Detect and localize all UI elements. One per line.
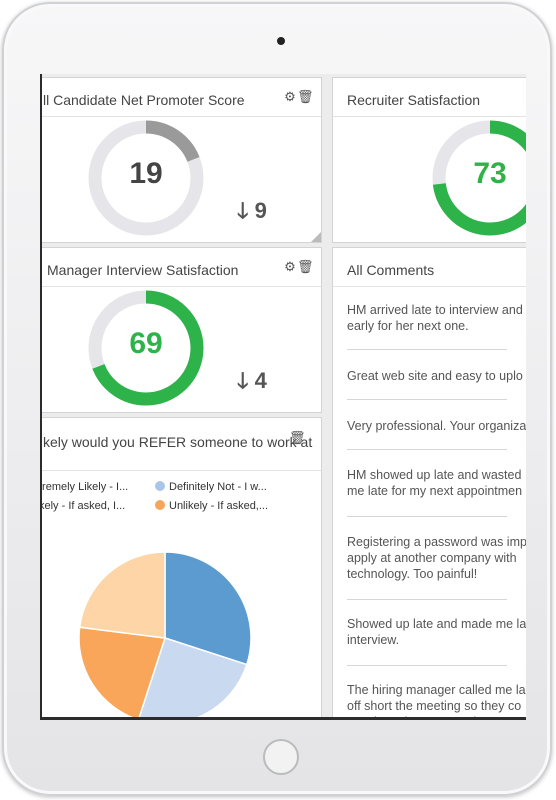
resize-handle[interactable] (311, 232, 321, 242)
hm-value: 69 (129, 327, 163, 360)
nps-delta-value: 9 (254, 198, 267, 223)
pie-slice-3[interactable] (78, 551, 166, 639)
divider (347, 349, 507, 350)
hm-card-tools: ⚙🗑 (283, 259, 314, 275)
nps-card-header: ll Candidate Net Promoter Score ⚙🗑 (42, 78, 321, 117)
refer-card-title: kely would you REFER someone to work at (43, 434, 313, 450)
recruiter-value: 73 (473, 157, 507, 190)
comment-item: Great web site and easy to uplo (347, 369, 523, 383)
divider (347, 399, 507, 400)
legend-label: Definitely Not - I w... (169, 481, 267, 493)
nps-gauge: 19 (87, 119, 205, 237)
comment-item: HM showed up late and wasted me late for… (347, 468, 523, 498)
dashboard-screen: ll Candidate Net Promoter Score ⚙🗑 19 🡓 … (40, 74, 526, 720)
nps-delta: 🡓 9 (237, 194, 267, 232)
recruiter-card-title: Recruiter Satisfaction (347, 92, 481, 108)
divider (347, 665, 507, 666)
hm-delta-value: 4 (254, 368, 267, 393)
comments-card-header: All Comments (333, 248, 526, 287)
hm-card-title: Manager Interview Satisfaction (47, 262, 239, 278)
nps-card-tools: ⚙🗑 (283, 89, 314, 105)
refer-card-header: kely would you REFER someone to work at … (42, 418, 321, 471)
comments-card-title: All Comments (347, 262, 435, 278)
comment-item: Registering a password was imp apply at … (347, 535, 526, 581)
comment-item: HM arrived late to interview and early f… (347, 303, 523, 333)
legend-swatch (155, 481, 165, 491)
recruiter-card: Recruiter Satisfaction 73 (332, 77, 526, 243)
recruiter-gauge: 73 (431, 119, 526, 237)
nps-card: ll Candidate Net Promoter Score ⚙🗑 19 🡓 … (42, 77, 322, 243)
divider (347, 599, 507, 600)
legend-item: kely - If asked, I... (40, 500, 126, 512)
divider (347, 516, 507, 517)
camera (277, 37, 285, 45)
recruiter-card-header: Recruiter Satisfaction (333, 78, 526, 117)
trash-icon[interactable]: 🗑 (297, 259, 314, 274)
nps-card-title: ll Candidate Net Promoter Score (43, 92, 245, 108)
gear-icon[interactable]: ⚙ (284, 89, 296, 104)
arrow-down-icon: 🡓 (237, 368, 249, 393)
hm-card: Manager Interview Satisfaction ⚙🗑 69 🡓 4 (42, 247, 322, 413)
legend-item: Definitely Not - I w... (155, 481, 267, 493)
hm-gauge-ring (88, 290, 204, 406)
legend-swatch (155, 500, 165, 510)
trash-icon[interactable]: 🗑 (289, 430, 306, 445)
legend-item: tremely Likely - I... (40, 481, 129, 493)
hm-card-header: Manager Interview Satisfaction ⚙🗑 (42, 248, 321, 287)
comment-item: Showed up late and made me la interview. (347, 617, 526, 647)
refer-card: kely would you REFER someone to work at … (40, 417, 322, 720)
legend-label: kely - If asked, I... (40, 500, 126, 512)
comment-item: The hiring manager called me la off shor… (347, 683, 526, 717)
legend-label: tremely Likely - I... (40, 481, 129, 493)
hm-delta: 🡓 4 (237, 364, 267, 402)
home-button[interactable] (263, 739, 299, 775)
comments-card: All Comments HM arrived late to intervie… (332, 247, 526, 717)
gear-icon[interactable]: ⚙ (284, 259, 296, 274)
refer-pie-chart (78, 551, 252, 720)
pie-slice-0[interactable] (164, 551, 252, 666)
comment-item: Very professional. Your organiza (347, 419, 526, 433)
pie-slice-1[interactable] (138, 637, 248, 720)
nps-value: 19 (129, 157, 163, 190)
divider (347, 449, 507, 450)
hm-gauge: 69 (87, 289, 205, 407)
arrow-down-icon: 🡓 (237, 198, 249, 223)
refer-card-tools: 🗑 (289, 430, 306, 446)
legend-label: Unlikely - If asked,... (169, 500, 269, 512)
nps-gauge-ring (88, 120, 204, 236)
trash-icon[interactable]: 🗑 (297, 89, 314, 104)
pie-slice-2[interactable] (78, 626, 166, 720)
legend-item: Unlikely - If asked,... (155, 500, 268, 512)
recruiter-gauge-ring (432, 120, 526, 236)
